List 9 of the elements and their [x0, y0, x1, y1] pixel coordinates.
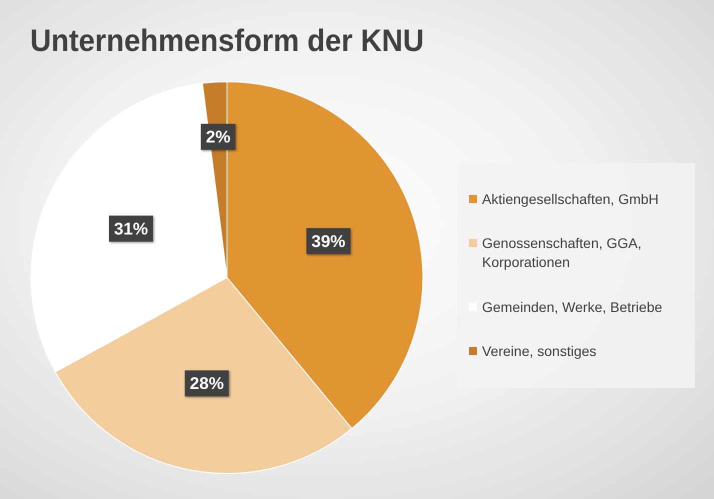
data-label: 2% — [206, 128, 230, 147]
slice-label: Aktiengesellschaften, GmbH — [482, 190, 659, 209]
data-label: 28% — [190, 374, 224, 394]
legend-label: Gemeinden, Werke, Betriebe — [482, 298, 662, 317]
data-label: 39% — [311, 232, 346, 251]
data-label: 31% — [114, 219, 148, 238]
chart-title: Unternehmensform der KNU — [30, 24, 424, 58]
legend-label: Vereine, sonstiges — [482, 342, 596, 362]
legend-label: Genossenschaften, GGA, Korporationen — [482, 234, 643, 272]
